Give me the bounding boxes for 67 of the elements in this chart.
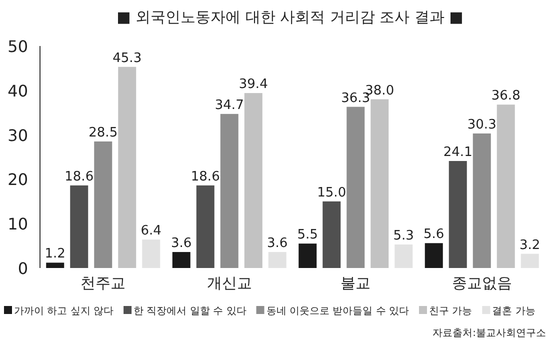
- data-label: 5.5: [297, 228, 318, 243]
- bar: [472, 133, 491, 268]
- y-tick-label: 40: [8, 81, 28, 100]
- bar: [244, 93, 262, 268]
- bar: [220, 114, 238, 268]
- data-label: 15.0: [317, 185, 346, 200]
- data-label: 18.6: [190, 169, 220, 184]
- data-label: 3.6: [171, 236, 192, 252]
- bar: 5.5: [297, 228, 318, 268]
- x-tick-label: 불교: [340, 274, 371, 292]
- data-label: 24.1: [443, 144, 472, 160]
- bar: [142, 240, 160, 268]
- bar: 24.1: [443, 145, 472, 268]
- data-label: 5.3: [393, 228, 414, 244]
- bar: [94, 141, 112, 268]
- data-label: 45.3: [112, 50, 142, 66]
- bar: 18.6: [64, 169, 94, 268]
- legend-label: 친구 가능: [428, 306, 472, 317]
- bar: [70, 185, 88, 268]
- text: 자료출처:불교사회연구소: [432, 328, 546, 339]
- data-label: 36.8: [491, 88, 520, 104]
- data-label: 1.2: [44, 246, 66, 262]
- bar: 6.4: [140, 224, 162, 268]
- bar: 5.3: [393, 228, 414, 268]
- bar: 3.6: [267, 236, 288, 268]
- bar: 3.2: [520, 238, 540, 268]
- bar: [394, 244, 413, 268]
- bar: 18.6: [190, 169, 220, 268]
- bar: [118, 66, 136, 268]
- bar: 3.6: [171, 236, 192, 268]
- legend-label: 동네 이웃으로 받아들일 수 있다: [266, 306, 409, 317]
- bar: [322, 201, 341, 268]
- bar: [424, 243, 443, 268]
- data-label: 18.6: [64, 169, 94, 184]
- bar: [370, 99, 389, 268]
- y-tick-label: 20: [8, 170, 28, 190]
- y-tick-label: 0: [18, 259, 28, 278]
- bar: [520, 254, 539, 268]
- bar: 15.0: [317, 185, 346, 268]
- bar: [268, 252, 286, 268]
- data-label: 28.5: [88, 125, 118, 140]
- legend-label: 가까이 하고 싶지 않다: [14, 306, 114, 317]
- data-label: 3.2: [520, 238, 540, 253]
- bar: [448, 160, 467, 268]
- y-tick-label: 30: [8, 126, 28, 145]
- data-label: 34.7: [214, 98, 244, 113]
- data-label: 30.3: [467, 117, 496, 132]
- x-tick-label: 천주교: [80, 274, 126, 292]
- bar: [46, 262, 64, 268]
- legend-label: 한 직장에서 일할 수 있다: [134, 306, 246, 317]
- data-label: 5.6: [424, 227, 444, 242]
- bar: [172, 252, 190, 268]
- y-tick-label: 50: [8, 37, 28, 56]
- legend-label: 결혼 가능: [492, 306, 536, 317]
- bar: 5.6: [424, 227, 444, 268]
- bar: [346, 106, 365, 268]
- y-tick-label: 10: [8, 214, 28, 234]
- chart-title: ■ 외국인노동자에 대한 사회적 거리감 조사 결과 ■: [116, 8, 464, 26]
- bar: 1.2: [44, 246, 66, 268]
- x-tick-label: 개신교: [206, 274, 252, 292]
- bar: [298, 244, 317, 268]
- data-label: 6.4: [140, 224, 162, 239]
- x-tick-label: 종교없음: [452, 274, 512, 292]
- bar: [196, 185, 214, 268]
- data-label: 39.4: [238, 77, 268, 92]
- data-label: 3.6: [267, 236, 288, 252]
- bar: [496, 104, 515, 268]
